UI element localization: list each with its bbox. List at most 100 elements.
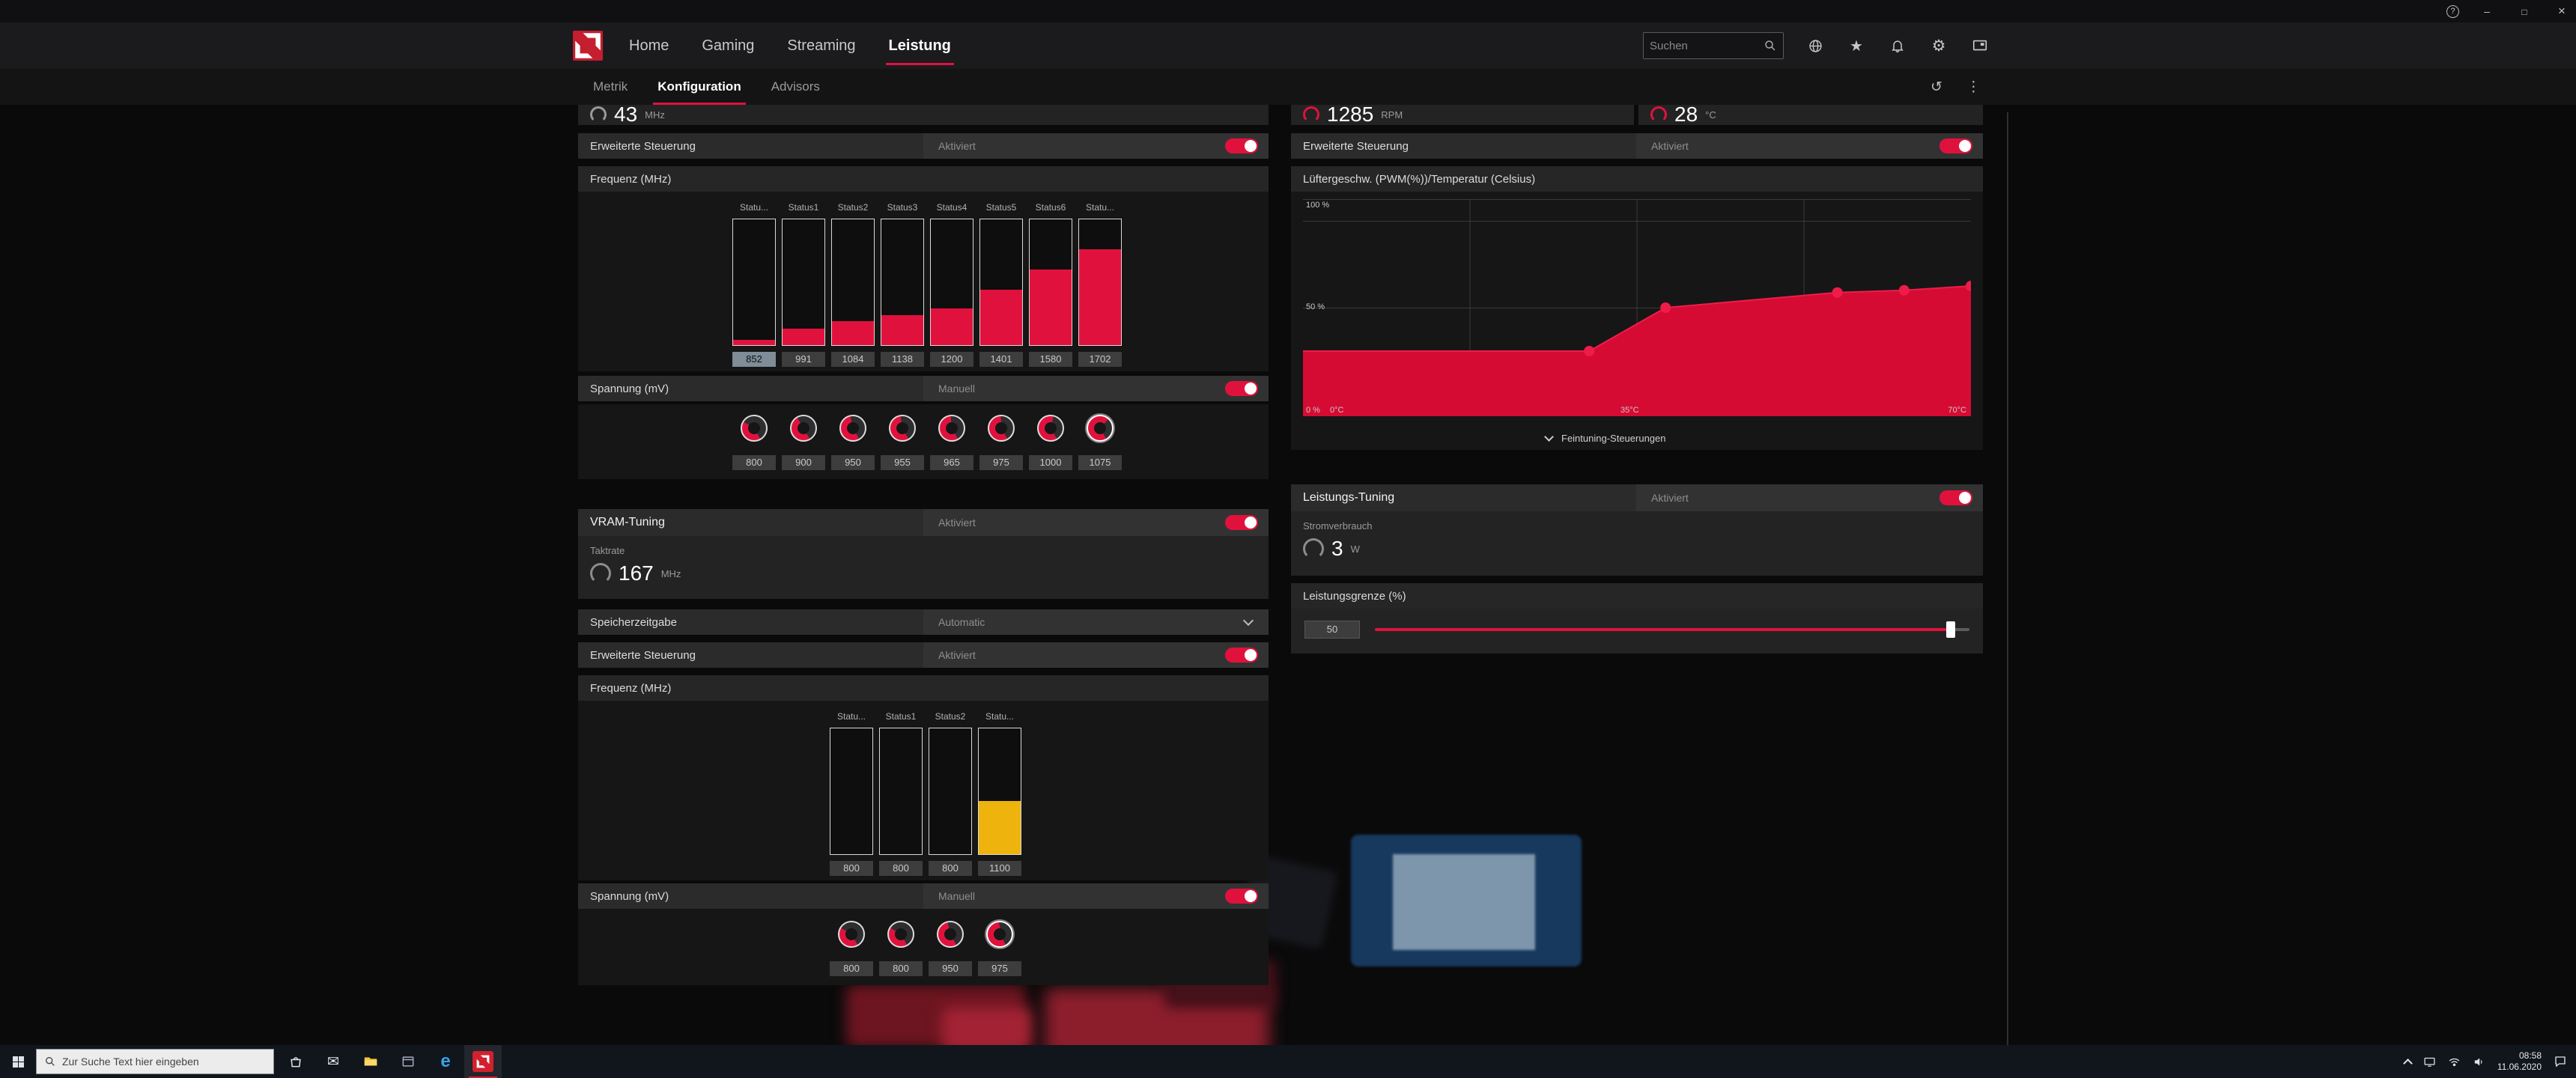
- freq-bar[interactable]: [732, 219, 776, 346]
- subnav-item-konfiguration[interactable]: Konfiguration: [643, 69, 756, 105]
- search-input[interactable]: [1650, 39, 1764, 52]
- power-limit-slider-track[interactable]: [1375, 621, 1969, 638]
- voltage-gauge[interactable]: [838, 921, 865, 948]
- voltage-gauge[interactable]: [937, 921, 964, 948]
- voltage-value-box[interactable]: 1075: [1078, 455, 1122, 470]
- voltage-gauge[interactable]: [988, 415, 1015, 442]
- freq-value-box[interactable]: 1084: [831, 352, 875, 367]
- subnav-item-advisors[interactable]: Advisors: [771, 79, 820, 94]
- voltage-value-box[interactable]: 950: [831, 455, 875, 470]
- overlay-panel-icon[interactable]: [1971, 37, 1989, 55]
- fan-curve-point[interactable]: [1832, 287, 1843, 298]
- freq-value-box[interactable]: 1580: [1029, 352, 1072, 367]
- notification-center-icon[interactable]: [2554, 1055, 2567, 1068]
- gpu-voltage-toggle[interactable]: [1225, 381, 1258, 396]
- vram-advanced-toggle[interactable]: [1225, 648, 1258, 663]
- freq-value-box[interactable]: 800: [879, 861, 923, 876]
- freq-bar[interactable]: [830, 728, 873, 855]
- voltage-value-box[interactable]: 1000: [1029, 455, 1072, 470]
- freq-bar[interactable]: [979, 219, 1023, 346]
- subnav-item-metrik[interactable]: Metrik: [593, 79, 628, 94]
- freq-value-box[interactable]: 1200: [930, 352, 973, 367]
- help-icon[interactable]: ?: [2446, 4, 2459, 18]
- freq-value-box[interactable]: 1100: [978, 861, 1021, 876]
- mail-app-icon[interactable]: [315, 1045, 352, 1078]
- network-icon[interactable]: [2448, 1056, 2461, 1068]
- freq-bar[interactable]: [1078, 219, 1122, 346]
- minimize-button[interactable]: [2477, 5, 2497, 17]
- freq-bar[interactable]: [978, 728, 1021, 855]
- voltage-value-box[interactable]: 955: [881, 455, 924, 470]
- voltage-value-box[interactable]: 800: [830, 961, 873, 976]
- nav-item-gaming[interactable]: Gaming: [702, 37, 755, 54]
- vram-tuning-toggle[interactable]: [1225, 515, 1258, 530]
- voltage-value-box[interactable]: 950: [929, 961, 972, 976]
- voltage-gauge[interactable]: [1087, 415, 1114, 442]
- freq-value-box[interactable]: 800: [830, 861, 873, 876]
- power-limit-value-box[interactable]: 50: [1304, 621, 1360, 639]
- chevron-down-icon[interactable]: [1242, 615, 1254, 627]
- content-scrollbar-track[interactable]: [2007, 112, 2008, 1045]
- amd-logo-icon[interactable]: [573, 31, 603, 61]
- amd-software-icon[interactable]: [464, 1045, 502, 1078]
- voltage-gauge[interactable]: [790, 415, 817, 442]
- freq-value-box[interactable]: 852: [732, 352, 776, 367]
- search-icon[interactable]: [1764, 39, 1777, 52]
- globe-icon[interactable]: [1806, 37, 1824, 55]
- fan-curve-chart[interactable]: [1303, 199, 1971, 416]
- freq-bar[interactable]: [1029, 219, 1072, 346]
- voltage-value-box[interactable]: 975: [978, 961, 1021, 976]
- voltage-gauge[interactable]: [986, 921, 1013, 948]
- generic-app-icon[interactable]: [389, 1045, 427, 1078]
- voltage-value-box[interactable]: 800: [879, 961, 923, 976]
- freq-value-box[interactable]: 800: [929, 861, 972, 876]
- voltage-gauge[interactable]: [741, 415, 768, 442]
- fan-advanced-toggle[interactable]: [1939, 138, 1972, 153]
- vram-voltage-toggle[interactable]: [1225, 889, 1258, 904]
- voltage-value-box[interactable]: 800: [732, 455, 776, 470]
- voltage-gauge[interactable]: [1037, 415, 1064, 442]
- voltage-value-box[interactable]: 975: [979, 455, 1023, 470]
- voltage-gauge[interactable]: [938, 415, 965, 442]
- voltage-gauge[interactable]: [839, 415, 866, 442]
- voltage-gauge[interactable]: [889, 415, 916, 442]
- tray-chevron-up-icon[interactable]: [2402, 1058, 2413, 1068]
- fine-tuning-toggle[interactable]: Feintuning-Steuerungen: [1544, 432, 1666, 444]
- freq-bar[interactable]: [782, 219, 825, 346]
- fan-curve-point[interactable]: [1660, 302, 1671, 313]
- freq-value-box[interactable]: 1138: [881, 352, 924, 367]
- file-explorer-icon[interactable]: [352, 1045, 389, 1078]
- voltage-value-box[interactable]: 900: [782, 455, 825, 470]
- freq-bar[interactable]: [831, 219, 875, 346]
- gpu-advanced-toggle[interactable]: [1225, 138, 1258, 153]
- nav-item-home[interactable]: Home: [629, 37, 669, 54]
- freq-value-box[interactable]: 991: [782, 352, 825, 367]
- taskbar-search-input[interactable]: [62, 1056, 266, 1068]
- bell-icon[interactable]: [1889, 37, 1907, 55]
- nav-item-leistung[interactable]: Leistung: [872, 22, 967, 69]
- volume-icon[interactable]: [2473, 1056, 2485, 1068]
- freq-value-box[interactable]: 1702: [1078, 352, 1122, 367]
- power-limit-slider-handle[interactable]: [1946, 621, 1956, 638]
- freq-bar[interactable]: [930, 219, 973, 346]
- close-button[interactable]: [2552, 4, 2572, 19]
- fan-curve-point[interactable]: [1966, 281, 1971, 291]
- fan-curve-point[interactable]: [1584, 346, 1595, 356]
- freq-bar[interactable]: [929, 728, 972, 855]
- voltage-value-box[interactable]: 965: [930, 455, 973, 470]
- freq-bar[interactable]: [879, 728, 923, 855]
- star-icon[interactable]: [1847, 37, 1865, 55]
- voltage-gauge[interactable]: [887, 921, 914, 948]
- gear-icon[interactable]: [1930, 37, 1948, 55]
- fan-curve-point[interactable]: [1898, 284, 1910, 296]
- display-icon[interactable]: [2423, 1056, 2436, 1068]
- edge-browser-icon[interactable]: e: [427, 1045, 464, 1078]
- store-app-icon[interactable]: [277, 1045, 315, 1078]
- power-tuning-toggle[interactable]: [1939, 490, 1972, 505]
- fan-curve-area[interactable]: [1303, 286, 1971, 416]
- freq-value-box[interactable]: 1401: [979, 352, 1023, 367]
- reset-icon[interactable]: [1931, 79, 1942, 96]
- kebab-menu-icon[interactable]: [1966, 79, 1981, 96]
- freq-bar[interactable]: [881, 219, 924, 346]
- nav-item-streaming[interactable]: Streaming: [787, 37, 856, 54]
